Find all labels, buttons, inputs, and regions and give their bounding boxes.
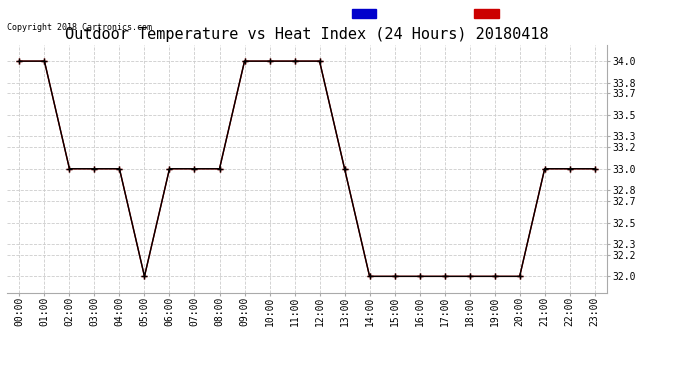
Legend: Heat Index  (°F), Temperature  (°F): Heat Index (°F), Temperature (°F) xyxy=(351,8,602,20)
Text: Copyright 2018 Cartronics.com: Copyright 2018 Cartronics.com xyxy=(7,23,152,32)
Title: Outdoor Temperature vs Heat Index (24 Hours) 20180418: Outdoor Temperature vs Heat Index (24 Ho… xyxy=(66,27,549,42)
